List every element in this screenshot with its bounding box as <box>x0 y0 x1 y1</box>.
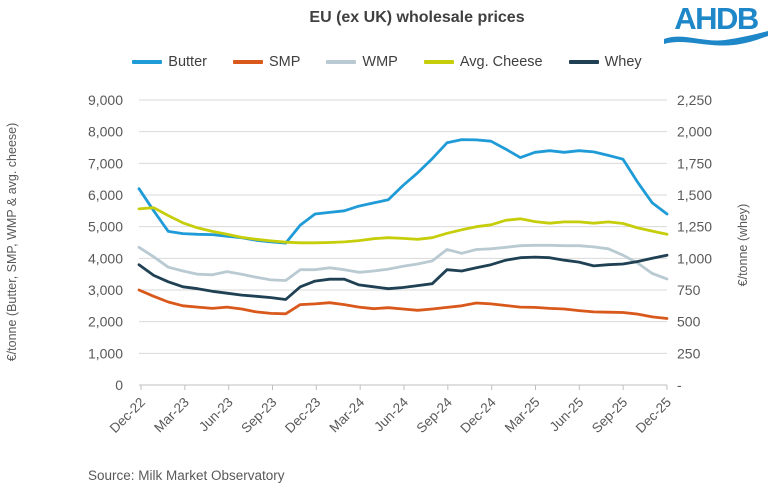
ahdb-logo-wave-icon <box>664 31 768 46</box>
legend-item-smp: SMP <box>232 54 301 70</box>
x-axis-tick-label: Mar-25 <box>502 395 543 436</box>
chart-title: EU (ex UK) wholesale prices <box>309 9 525 26</box>
left-axis-tick-label: 9,000 <box>88 92 123 108</box>
right-axis-tick-label: 2,000 <box>677 124 712 140</box>
legend-label: Avg. Cheese <box>459 54 543 70</box>
x-axis-tick-label: Jun-25 <box>547 395 587 435</box>
right-axis-tick-label: 2,250 <box>677 92 712 108</box>
legend-swatch-icon <box>568 60 599 64</box>
right-axis-tick-label: 750 <box>677 282 701 298</box>
source-note: Source: Milk Market Observatory <box>88 468 285 483</box>
right-axis-tick-label: 1,250 <box>677 219 712 235</box>
legend-label: Whey <box>604 54 642 70</box>
x-axis-tick-label: Dec-24 <box>457 394 499 436</box>
legend-swatch-icon <box>132 60 163 64</box>
legend-item-butter: Butter <box>132 54 207 70</box>
left-axis-tick-label: 7,000 <box>88 155 123 171</box>
x-axis-tick-label: Sep-24 <box>414 394 456 436</box>
right-axis-tick-label: 1,000 <box>677 250 712 266</box>
legend-swatch-icon <box>326 60 357 64</box>
legend-swatch-icon <box>232 60 263 64</box>
x-axis-tick-label: Sep-25 <box>589 395 630 436</box>
series-line-butter <box>137 138 669 245</box>
chart-legend: Butter SMP WMP Avg. Cheese Whey <box>0 54 774 70</box>
left-axis-tick-label: 2,000 <box>88 314 123 330</box>
x-axis-tick-label: Dec-22 <box>107 395 148 436</box>
ahdb-logo: AHDB <box>662 3 770 47</box>
legend-item-whey: Whey <box>568 54 642 70</box>
legend-item-wmp: WMP <box>326 54 398 70</box>
right-axis-tick-label: 1,500 <box>677 187 712 203</box>
series-line-whey <box>137 253 669 301</box>
x-axis-tick-label: Sep-23 <box>238 395 279 436</box>
left-axis-tick-label: 3,000 <box>88 282 123 298</box>
legend-label: SMP <box>268 54 301 70</box>
x-axis-tick-label: Dec-23 <box>282 395 323 436</box>
left-axis-title: €/tonne (Butter, SMP, WMP & avg. cheese) <box>5 123 19 362</box>
right-axis-tick-label: 1,750 <box>677 155 712 171</box>
left-axis-tick-label: 4,000 <box>88 250 123 266</box>
x-axis-tick-label: Mar-24 <box>326 394 367 435</box>
right-axis-tick-label: 250 <box>677 345 701 361</box>
ahdb-logo-text: AHDB <box>674 1 759 36</box>
series-line-wmp <box>137 243 669 282</box>
left-axis-tick-label: 1,000 <box>88 345 123 361</box>
left-axis-tick-label: 5,000 <box>88 219 123 235</box>
legend-label: Butter <box>168 54 207 70</box>
x-axis-tick-label: Jun-23 <box>196 395 236 435</box>
left-axis-tick-label: 0 <box>115 377 123 393</box>
legend-item-avg-cheese: Avg. Cheese <box>423 54 543 70</box>
x-axis-tick-label: Mar-23 <box>151 395 192 436</box>
series-line-avg-cheese <box>137 206 669 245</box>
left-axis-tick-label: 6,000 <box>88 187 123 203</box>
left-axis-tick-label: 8,000 <box>88 124 123 140</box>
x-axis-tick-label: Jun-24 <box>371 394 411 434</box>
right-axis-tick-label: - <box>677 377 682 393</box>
x-axis-tick-label: Dec-25 <box>633 395 674 436</box>
legend-label: WMP <box>362 54 398 70</box>
series-line-smp <box>137 288 669 320</box>
legend-swatch-icon <box>423 60 454 64</box>
right-axis-title: €/tonne (whey) <box>736 204 750 287</box>
right-axis-tick-label: 500 <box>677 314 701 330</box>
